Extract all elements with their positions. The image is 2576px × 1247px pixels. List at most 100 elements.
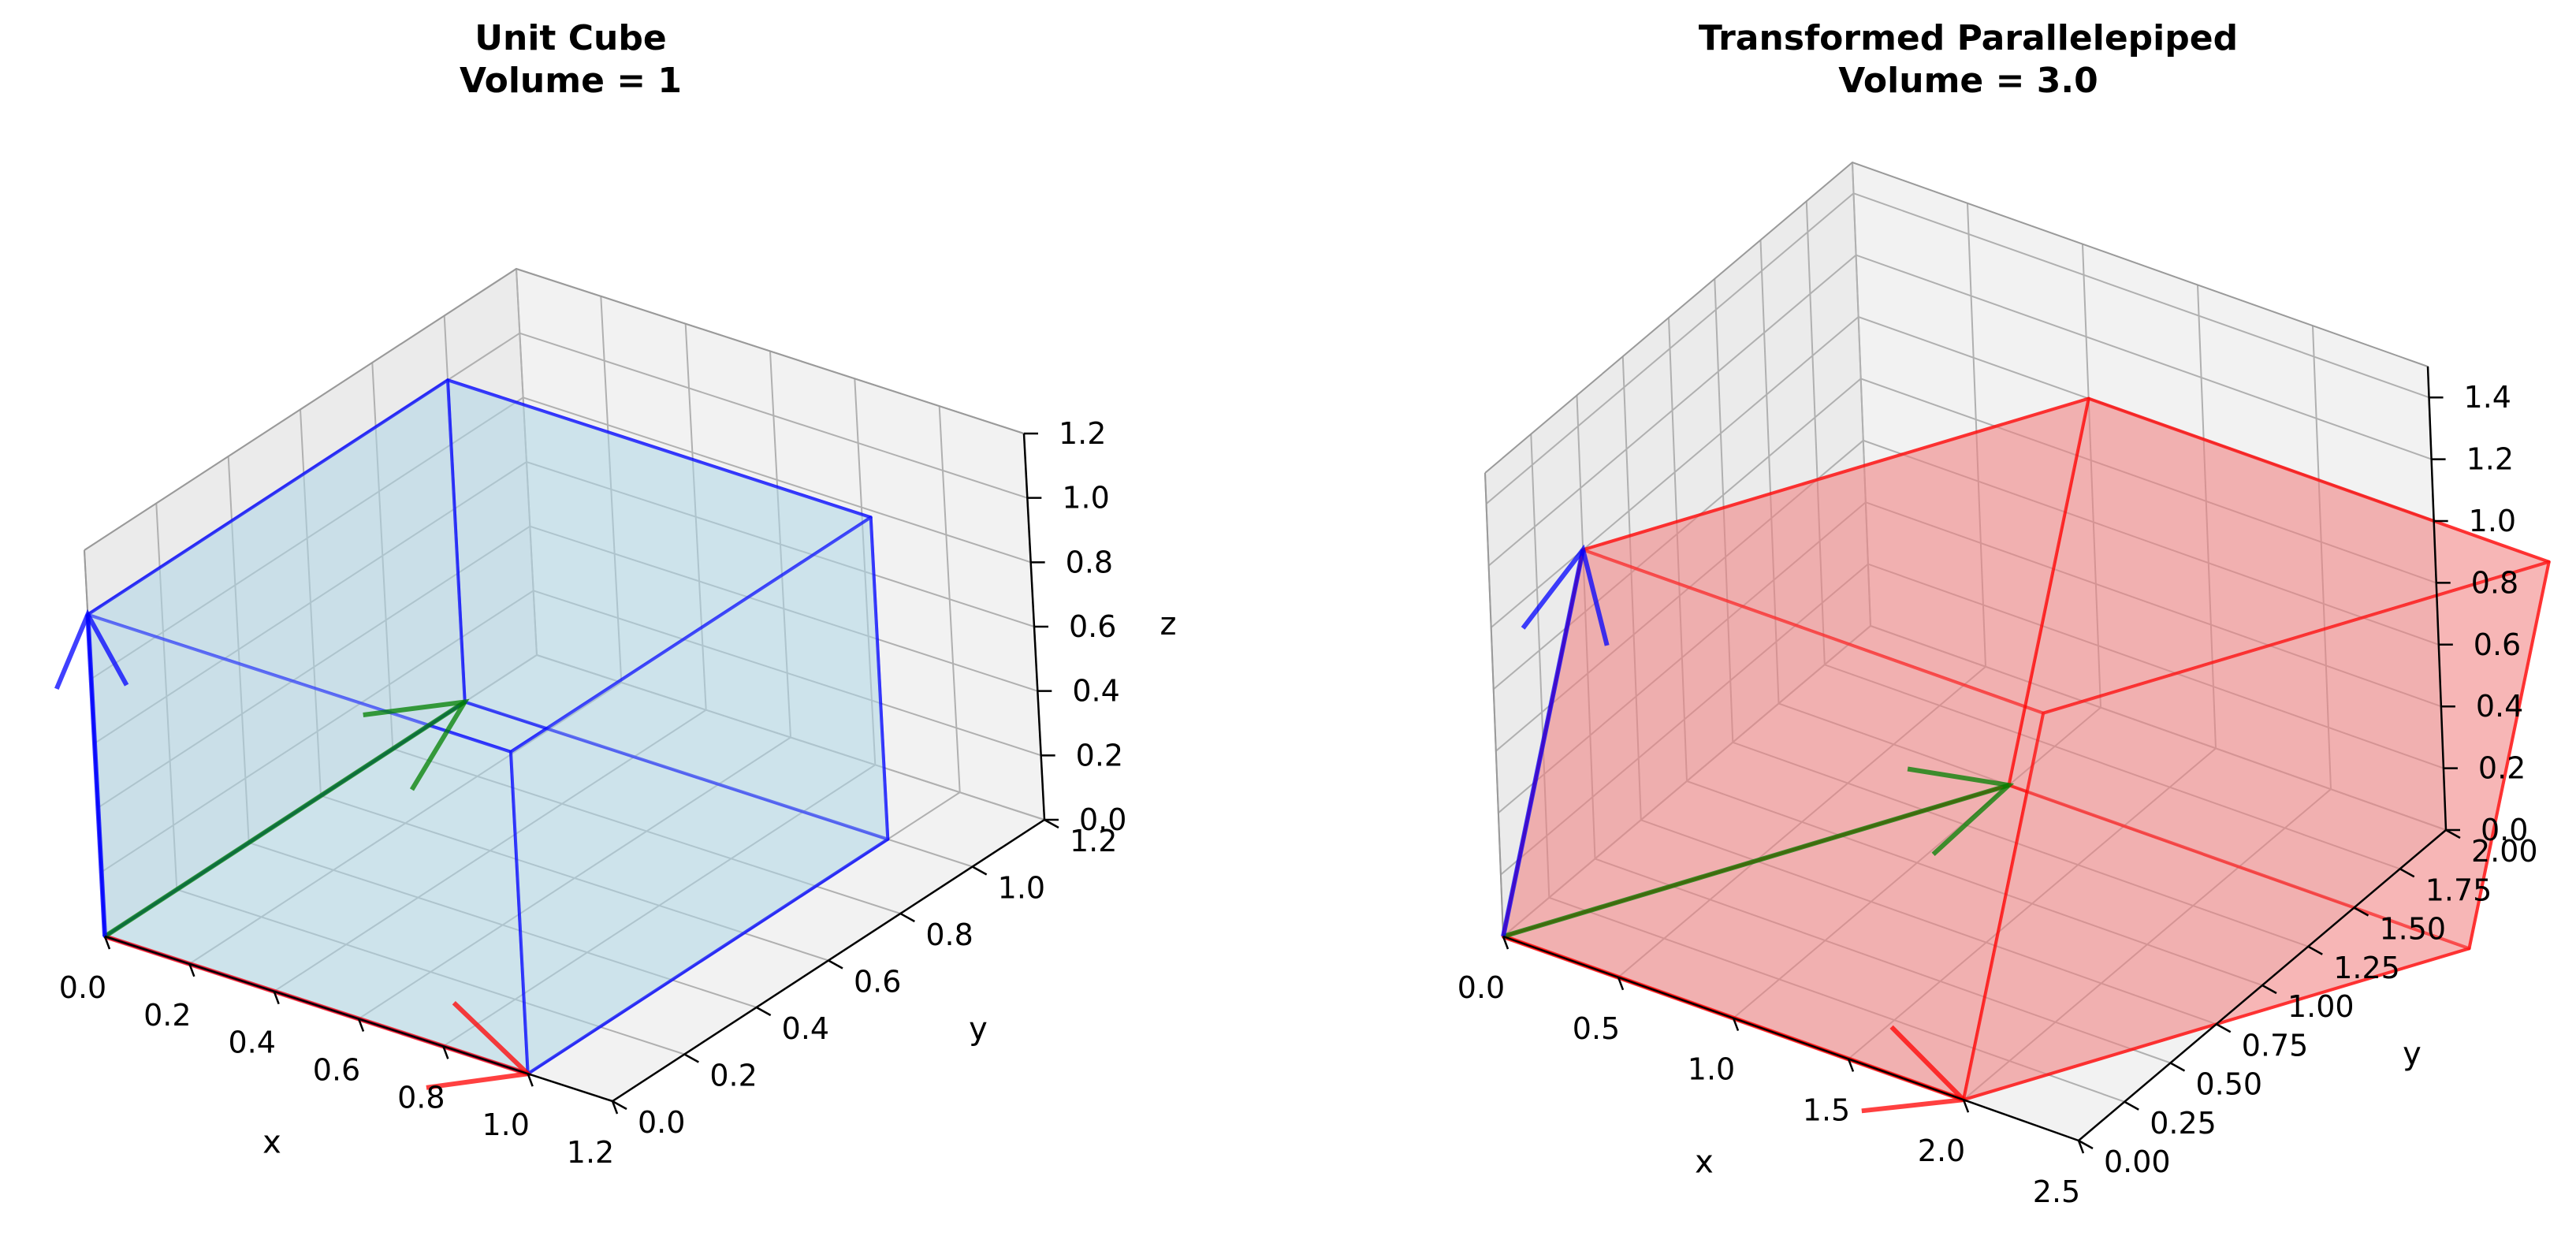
- x-tick: [1617, 977, 1625, 991]
- y-tick-label: 0.6: [854, 965, 901, 999]
- x-tick-label: 1.0: [1688, 1052, 1735, 1087]
- x-tick: [442, 1045, 449, 1059]
- y-tick: [756, 1006, 772, 1017]
- y-tick-label: 1.75: [2425, 873, 2492, 907]
- x-axis-label: x: [262, 1125, 281, 1161]
- x-tick-label: 0.0: [1457, 970, 1505, 1005]
- grid-line-z: [1498, 501, 2442, 813]
- chart-subtitle: Volume = 1: [459, 61, 683, 101]
- y-tick: [2445, 828, 2461, 839]
- y-tick: [2353, 906, 2369, 917]
- z-tick-label: 0.8: [1066, 545, 1113, 579]
- x-tick: [611, 1100, 619, 1115]
- vector-shaft: [1501, 549, 1586, 937]
- x-tick-label: 1.2: [567, 1135, 614, 1170]
- y-tick-label: 0.75: [2242, 1028, 2309, 1063]
- x-tick-label: 2.5: [2033, 1174, 2080, 1209]
- x-tick-label: 1.5: [1803, 1093, 1850, 1127]
- chart-title: Transformed Parallelepiped: [1698, 18, 2239, 58]
- y-tick: [612, 1100, 627, 1111]
- x-tick: [1732, 1018, 1740, 1032]
- y-tick: [2307, 945, 2323, 955]
- box-face-5: [1962, 560, 2551, 1102]
- x-tick-label: 0.5: [1573, 1011, 1620, 1046]
- z-tick-label: 1.4: [2464, 380, 2511, 415]
- y-tick-label: 1.2: [1070, 824, 1117, 858]
- z-tick-label: 0.0: [2481, 813, 2528, 847]
- y-tick-label: 1.50: [2380, 912, 2447, 947]
- y-tick-label: 0.25: [2150, 1106, 2217, 1141]
- y-tick: [2399, 868, 2415, 878]
- x-tick-label: 1.0: [482, 1107, 529, 1142]
- x-tick-label: 0.0: [59, 970, 106, 1005]
- y-tick: [828, 959, 843, 970]
- z-tick-label: 0.6: [1069, 609, 1116, 644]
- x-tick: [1962, 1099, 1970, 1113]
- y-tick: [2078, 1139, 2094, 1150]
- x-tick-label: 0.8: [397, 1080, 445, 1115]
- grid-line-z: [97, 525, 1038, 809]
- y-tick: [2261, 984, 2277, 995]
- y-tick-label: 0.4: [782, 1011, 829, 1046]
- y-tick: [2124, 1100, 2139, 1111]
- grid-line-z: [1502, 624, 2447, 937]
- x-tick-label: 0.2: [143, 998, 191, 1033]
- y-tick: [1044, 818, 1059, 829]
- y-tick-label: 0.00: [2104, 1145, 2171, 1179]
- grid-line-z: [1487, 254, 2432, 567]
- y-tick-label: 0.8: [925, 918, 973, 952]
- y-tick-label: 1.0: [998, 871, 1045, 906]
- y-tick: [972, 865, 988, 876]
- chart-panel-0: 0.00.20.40.60.81.01.20.00.20.40.60.81.01…: [54, 267, 1177, 1170]
- grid-line-z: [1495, 439, 2440, 752]
- y-tick-label: 0.2: [709, 1059, 757, 1093]
- z-tick-label: 0.4: [1072, 674, 1119, 709]
- grid-line-z: [101, 590, 1042, 873]
- y-tick-label: 0.0: [638, 1105, 685, 1140]
- grid-line-z: [91, 396, 1032, 680]
- x-tick: [2077, 1140, 2085, 1154]
- z-axis-line: [2426, 366, 2448, 831]
- grid-line-z: [94, 460, 1035, 744]
- x-tick: [273, 991, 280, 1005]
- chart-title-parallelepiped: Transformed Parallelepiped Volume = 3.0: [1495, 17, 2441, 102]
- y-tick: [683, 1053, 699, 1063]
- x-axis-label: x: [1695, 1145, 1714, 1181]
- y-axis-label: y: [969, 1011, 988, 1048]
- x-tick: [1847, 1058, 1855, 1072]
- z-tick-label: 1.2: [2466, 442, 2514, 477]
- x-tick: [527, 1073, 534, 1087]
- grid-line-z: [1500, 563, 2444, 876]
- z-tick-label: 0.0: [1079, 802, 1126, 837]
- z-tick-label: 1.0: [2469, 504, 2516, 538]
- grid-line-z: [1493, 378, 2437, 691]
- y-tick-label: 2.00: [2471, 834, 2538, 869]
- vector-head: [1907, 766, 2015, 857]
- vector-shaft: [85, 614, 107, 937]
- x-tick-label: 0.6: [313, 1053, 360, 1088]
- x-tick: [188, 963, 195, 977]
- y-axis-label: y: [2403, 1036, 2422, 1072]
- vector-arrow-v3: [1501, 544, 1610, 937]
- x-tick: [103, 936, 111, 950]
- z-tick-label: 0.6: [2474, 627, 2521, 662]
- y-tick-label: 1.00: [2288, 989, 2355, 1024]
- box-face-5: [509, 516, 890, 1076]
- grid-line-z: [1485, 192, 2429, 504]
- vector-arrow-e2: [103, 698, 470, 939]
- x-tick: [357, 1018, 365, 1032]
- x-tick-label: 2.0: [1918, 1133, 1965, 1168]
- vector-head: [363, 698, 470, 791]
- vector-head: [1521, 544, 1610, 646]
- y-tick-label: 1.25: [2333, 951, 2400, 985]
- z-tick-label: 1.0: [1062, 481, 1109, 516]
- z-tick-label: 0.2: [1076, 738, 1123, 772]
- z-axis-label: z: [1160, 606, 1177, 642]
- vector-shaft: [1502, 783, 2010, 939]
- z-tick-label: 0.2: [2478, 751, 2526, 786]
- pane-edge: [1484, 472, 1504, 937]
- z-tick-label: 0.4: [2476, 689, 2523, 724]
- vector-arrow-e3: [54, 609, 129, 937]
